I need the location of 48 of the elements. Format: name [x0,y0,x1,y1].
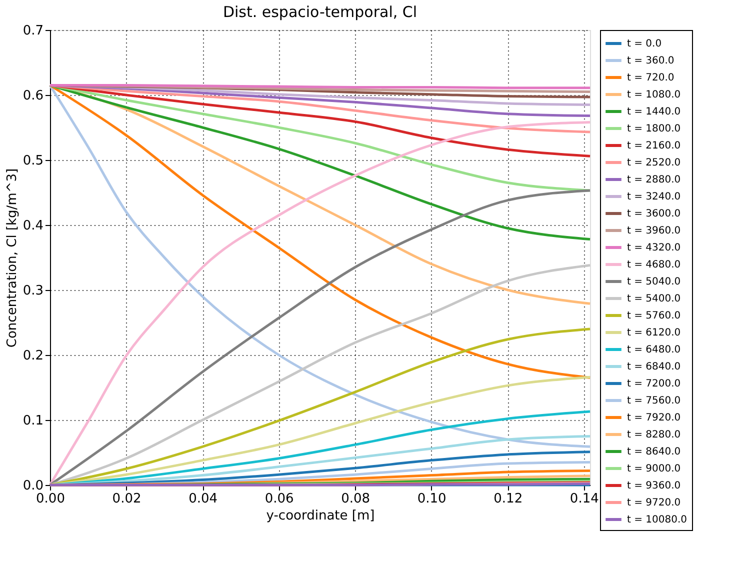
x-tick-label: 0.10 [417,492,446,506]
chart-title: Dist. espacio-temporal, Cl [222,3,418,21]
legend-label: t = 7560.0 [627,396,681,406]
x-tick-label: 0.04 [188,492,218,506]
legend-label: t = 1080.0 [627,90,681,100]
y-tick-label: 0.1 [22,414,44,428]
legend-label: t = 7200.0 [627,378,681,390]
legend-label: t = 2520.0 [627,158,681,168]
legend-label: t = 8280.0 [627,430,681,440]
legend-label: t = 5760.0 [627,310,681,322]
x-tick-label: 0.00 [36,492,65,506]
legend-label: t = 4680.0 [627,260,681,270]
legend-label: t = 6840.0 [627,362,681,372]
y-tick-label: 0.7 [22,24,44,38]
legend-label: t = 3600.0 [627,208,681,220]
legend-label: t = 6120.0 [627,328,681,338]
legend-label: t = 6480.0 [627,344,681,356]
legend-label: t = 3960.0 [627,226,681,236]
x-axis-title: y-coordinate [m] [266,508,375,524]
legend-label: t = 9000.0 [627,464,681,474]
y-tick-label: 0.4 [22,218,44,234]
legend-label: t = 2880.0 [627,174,681,186]
x-tick-label: 0.02 [112,492,142,506]
legend-label: t = 360.0 [627,56,674,66]
y-tick-label: 0.2 [22,348,44,364]
legend-label: t = 7920.0 [627,412,681,424]
legend-label: t = 10080.0 [627,514,688,526]
x-tick-label: 0.12 [494,492,523,506]
legend-label: t = 5400.0 [627,294,681,304]
x-tick-label: 0.08 [341,492,370,506]
legend-label: t = 3240.0 [627,192,681,202]
legend-label: t = 9360.0 [627,480,681,492]
legend-label: t = 2160.0 [627,140,681,152]
y-tick-label: 0.3 [22,284,44,298]
y-tick-label: 0.5 [22,154,44,168]
y-tick-label: 0.6 [22,88,44,104]
y-axis-title: Concentration, Cl [kg/m^3] [4,168,20,348]
legend-label: t = 5040.0 [627,276,681,288]
legend-label: t = 9720.0 [627,498,681,508]
y-tick-label: 0.0 [22,478,44,494]
legend-label: t = 1440.0 [627,106,681,118]
x-tick-label: 0.06 [264,492,294,506]
legend-label: t = 0.0 [627,38,662,50]
legend-label: t = 720.0 [627,72,674,84]
legend-label: t = 8640.0 [627,446,681,458]
legend-label: t = 1800.0 [627,124,681,134]
x-tick-label: 0.14 [570,492,599,506]
legend-label: t = 4320.0 [627,242,681,254]
